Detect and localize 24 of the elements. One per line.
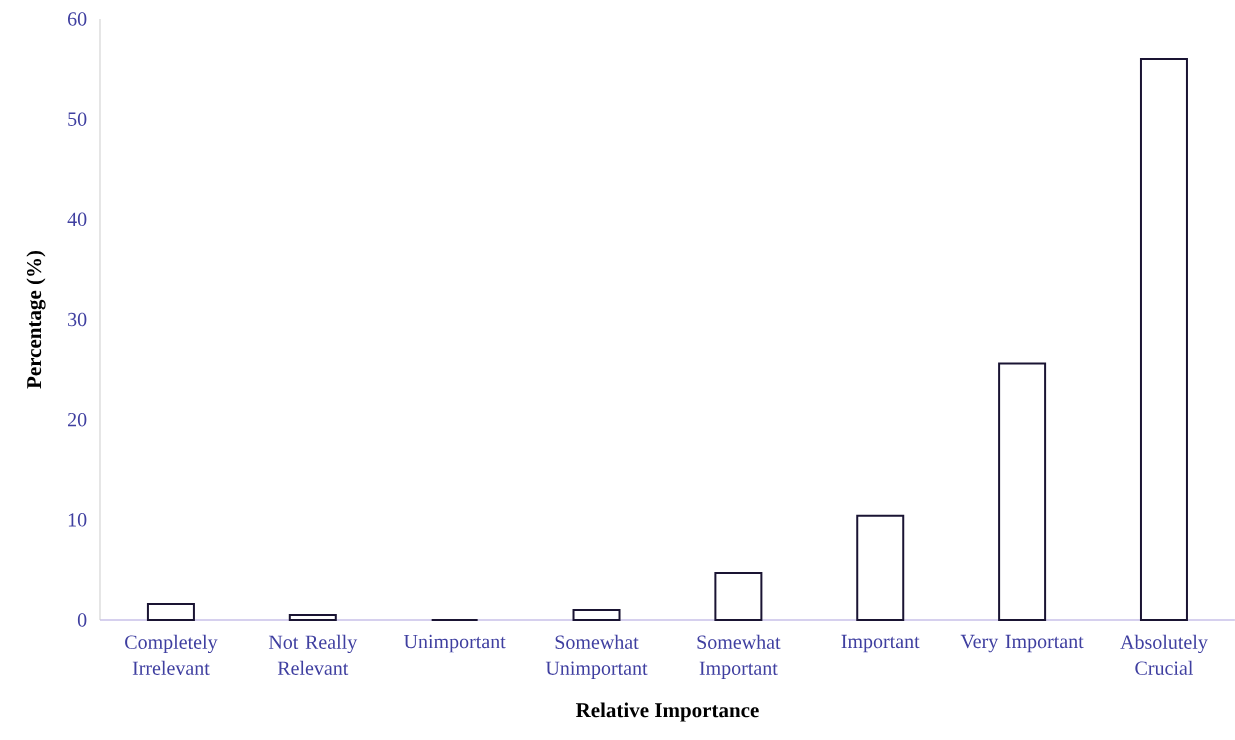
- x-tick-label: Somewhat Important: [697, 634, 781, 679]
- y-tick-label: 50: [68, 112, 87, 126]
- y-tick-label: 20: [68, 412, 87, 427]
- bar: [1139, 58, 1188, 621]
- bar: [714, 571, 763, 621]
- bar: [572, 608, 621, 621]
- y-tick-label: 0: [77, 613, 87, 627]
- y-tick-label: 30: [68, 312, 87, 327]
- x-tick-label: Not Really Relevant: [268, 634, 358, 675]
- bar: [998, 362, 1047, 621]
- x-tick-label: Absolutely Crucial: [1120, 634, 1208, 675]
- x-tick-label: Somewhat Unimportant: [545, 634, 648, 679]
- bar: [288, 613, 337, 621]
- x-tick-label: Completely Irrelevant: [125, 634, 218, 675]
- y-tick-label: 40: [67, 212, 87, 227]
- x-tick-label: Unimportant: [403, 634, 506, 653]
- y-axis-title: Percentage (%): [26, 250, 46, 389]
- y-tick-label: 10: [68, 513, 87, 527]
- x-axis-title: Relative Importance: [575, 702, 759, 722]
- x-tick-label: Important: [841, 634, 920, 653]
- x-tick-label: Very Important: [960, 634, 1084, 653]
- bar: [856, 514, 905, 621]
- y-tick-label: 60: [68, 12, 87, 26]
- bar: [146, 602, 195, 621]
